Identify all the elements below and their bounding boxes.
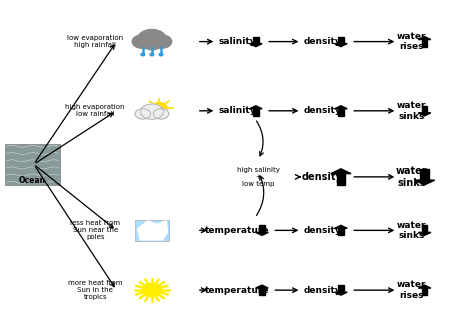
Polygon shape <box>255 285 268 288</box>
Text: less heat from
Sun near the
poles: less heat from Sun near the poles <box>70 220 120 240</box>
Polygon shape <box>422 40 427 47</box>
Polygon shape <box>255 232 268 235</box>
Polygon shape <box>253 109 258 116</box>
Polygon shape <box>338 37 344 44</box>
Text: more heat from
Sun in the
tropics: more heat from Sun in the tropics <box>68 280 122 300</box>
Polygon shape <box>338 109 344 116</box>
Polygon shape <box>335 106 347 109</box>
Text: density: density <box>303 286 341 295</box>
Circle shape <box>153 109 169 119</box>
Text: low evaporation
high rainfall: low evaporation high rainfall <box>67 35 123 48</box>
Circle shape <box>137 29 166 49</box>
Text: density: density <box>303 226 341 235</box>
Text: salinity: salinity <box>218 37 256 46</box>
Text: water
sinks: water sinks <box>397 101 427 120</box>
Text: temperature: temperature <box>205 286 269 295</box>
Circle shape <box>141 35 163 50</box>
Text: density: density <box>303 106 341 115</box>
Polygon shape <box>331 169 351 174</box>
Text: water
rises: water rises <box>397 280 427 300</box>
Polygon shape <box>335 225 347 228</box>
Text: density: density <box>303 37 341 46</box>
Text: high evaporation
low rainfall: high evaporation low rainfall <box>65 104 125 117</box>
Circle shape <box>151 102 167 113</box>
Polygon shape <box>259 288 264 295</box>
Circle shape <box>132 35 152 48</box>
Text: water
sinks: water sinks <box>397 221 427 240</box>
Polygon shape <box>335 292 347 295</box>
FancyBboxPatch shape <box>5 144 60 185</box>
Circle shape <box>135 109 151 119</box>
Polygon shape <box>249 44 262 47</box>
Circle shape <box>142 283 162 297</box>
Polygon shape <box>420 169 429 180</box>
Text: salinity: salinity <box>218 106 256 115</box>
Polygon shape <box>418 113 431 116</box>
FancyBboxPatch shape <box>135 220 169 241</box>
Circle shape <box>150 53 154 56</box>
Polygon shape <box>337 174 345 185</box>
Polygon shape <box>414 180 435 185</box>
Polygon shape <box>422 106 427 113</box>
Polygon shape <box>335 44 347 47</box>
Circle shape <box>159 53 163 56</box>
Polygon shape <box>249 106 262 109</box>
Circle shape <box>140 104 164 119</box>
Polygon shape <box>338 228 344 235</box>
Polygon shape <box>418 37 431 40</box>
Polygon shape <box>338 285 344 292</box>
Text: Ocean: Ocean <box>19 175 46 185</box>
Text: water
rises: water rises <box>397 32 427 51</box>
Polygon shape <box>418 232 431 235</box>
Text: water
sinks: water sinks <box>396 166 428 188</box>
Text: density: density <box>301 172 343 182</box>
Polygon shape <box>422 288 427 295</box>
Polygon shape <box>253 37 258 44</box>
Circle shape <box>141 53 145 56</box>
Polygon shape <box>137 221 167 240</box>
Text: high salinity
+
low temp: high salinity + low temp <box>237 167 280 187</box>
Polygon shape <box>259 225 264 232</box>
Circle shape <box>152 35 172 48</box>
Text: temperature: temperature <box>205 226 269 235</box>
Polygon shape <box>422 225 427 232</box>
Polygon shape <box>418 285 431 288</box>
